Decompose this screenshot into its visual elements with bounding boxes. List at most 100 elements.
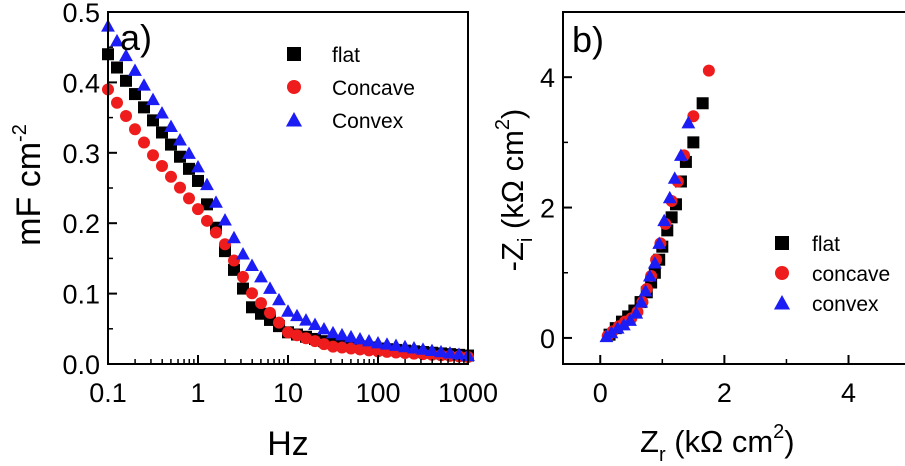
panel-a-point-concave — [183, 192, 195, 205]
panel-a-point-convex — [326, 325, 340, 339]
panel-b-x-axis-label-sup: 2 — [773, 421, 784, 443]
panel-b-x-axis-label: Zr (kΩ cm2) — [640, 421, 795, 466]
panel-a-legend: flat Concave Convex — [285, 44, 415, 133]
panel-a-y-axis-label-sup: -2 — [9, 124, 31, 142]
panel-a-x-tick-label: 1000 — [438, 378, 498, 408]
panel-a-point-concave — [273, 316, 285, 329]
panel-a-point-concave — [210, 226, 222, 239]
panel-a-point-concave — [165, 170, 177, 183]
panel-a-legend-symbol-concave — [287, 80, 301, 94]
panel-a-y-tick-label: 0.4 — [62, 68, 100, 98]
panel-b-x-axis-label-main: Z — [640, 424, 659, 459]
panel-a-point-concave — [309, 335, 321, 348]
panel-a-x-tick-label: 1 — [190, 378, 205, 408]
panel-a-point-convex — [389, 338, 403, 351]
panel-a-legend-label-convex: Convex — [332, 110, 404, 133]
panel-a-x-tick-label: 0.1 — [89, 378, 127, 408]
panel-b-legend-symbol-flat — [775, 236, 789, 250]
panel-a-point-convex — [353, 331, 367, 345]
panel-b-y-axis-label-rest: (kΩ cm — [495, 130, 530, 238]
panel-a-point-convex — [434, 344, 448, 358]
panel-a-point-flat — [120, 74, 132, 87]
panel-b-point-convex — [629, 306, 644, 319]
panel-b-x-axis-label-rest: (kΩ cm — [666, 424, 774, 459]
panel-b-point-convex — [623, 313, 637, 326]
panel-a-data-points — [101, 19, 475, 363]
panel-a-point-concave — [291, 329, 303, 342]
panel-a-y-axis-label: mF cm-2 — [9, 124, 48, 246]
panel-a-point-convex — [362, 333, 376, 347]
panel-a-series-convex — [101, 19, 475, 362]
panel-b-y-axis-label-sub: i — [515, 238, 537, 242]
panel-b-x-axis-label-sub: r — [659, 444, 666, 466]
panel-a-point-convex — [317, 322, 331, 335]
panel-b-label: b) — [572, 19, 604, 60]
panel-b-point-concave — [702, 64, 715, 77]
panel-a-point-convex — [281, 304, 295, 317]
panel-b-point-convex — [667, 171, 682, 184]
panel-a-point-convex — [398, 339, 412, 353]
panel-a-point-convex — [344, 329, 358, 343]
panel-b-x-tick-label: 0 — [593, 378, 608, 408]
panel-a-point-concave — [147, 149, 159, 162]
panel-b-y-tick-label: 2 — [540, 194, 555, 224]
panel-a-point-concave — [246, 287, 258, 300]
panel-b-point-convex — [604, 325, 619, 339]
panel-b-point-convex — [642, 269, 657, 282]
panel-b-legend-label-convex: convex — [812, 293, 879, 316]
panel-a-point-convex — [119, 48, 133, 62]
panel-a-point-convex — [443, 346, 457, 359]
panel-a-y-tick-label: 0.3 — [62, 139, 100, 169]
panel-a-point-concave — [282, 326, 294, 339]
panel-a-point-concave — [129, 123, 141, 136]
panel-a-point-flat — [156, 126, 168, 139]
panel-a-point-concave — [219, 238, 231, 251]
panel-a-point-convex — [335, 327, 349, 341]
panel-a-point-convex — [425, 343, 439, 357]
panel-b-series-flat — [603, 97, 709, 341]
panel-b-y-axis-label-end: ) — [495, 109, 530, 119]
panel-a-legend-label-concave: Concave — [332, 77, 415, 100]
panel-a-point-flat — [129, 88, 141, 101]
panel-b-x-tick-label: 4 — [841, 378, 856, 408]
panel-a-point-convex — [218, 213, 232, 226]
panel-a-point-concave — [201, 214, 213, 227]
panel-a-y-tick-label: 0.0 — [62, 350, 100, 380]
panel-a-point-concave — [354, 343, 366, 356]
panel-a-point-concave — [300, 332, 312, 345]
panel-a-legend-symbol-flat — [287, 47, 301, 61]
panel-b-point-convex — [647, 256, 662, 269]
panel-a-point-convex — [155, 106, 169, 119]
panel-a-point-convex — [200, 177, 214, 191]
panel-a-point-concave — [174, 181, 186, 194]
panel-a-point-concave — [336, 341, 348, 354]
panel-b-point-convex — [616, 317, 631, 331]
panel-b-point-convex — [638, 284, 653, 297]
panel-a-point-concave — [237, 270, 249, 283]
panel-a-point-convex — [209, 195, 223, 208]
panel-b-point-flat — [687, 136, 700, 149]
panel-b-legend-symbol-concave — [775, 266, 789, 280]
panel-a-point-convex — [182, 146, 196, 159]
panel-b-data-points — [599, 64, 715, 343]
panel-a-point-convex — [254, 269, 268, 283]
panel-a-point-convex — [263, 281, 277, 294]
panel-a-point-convex — [452, 347, 466, 360]
panel-b-x-tick-label: 2 — [717, 378, 732, 408]
panel-b-y-tick-label: 0 — [540, 324, 555, 354]
panel-b-y-tick-label: 4 — [540, 63, 555, 93]
panel-a-point-flat — [192, 174, 204, 187]
panel-a-y-tick-label: 0.5 — [62, 0, 100, 28]
panel-b-point-convex — [634, 295, 649, 308]
panel-a-point-convex — [191, 159, 205, 173]
panel-a-point-concave — [156, 160, 168, 173]
panel-b-point-convex — [674, 148, 688, 161]
panel-a-point-convex — [308, 317, 322, 330]
panel-a-point-concave — [120, 109, 132, 122]
panel-a-point-concave — [345, 342, 357, 355]
panel-b-point-convex — [657, 213, 672, 227]
panel-a-point-concave — [327, 340, 339, 353]
